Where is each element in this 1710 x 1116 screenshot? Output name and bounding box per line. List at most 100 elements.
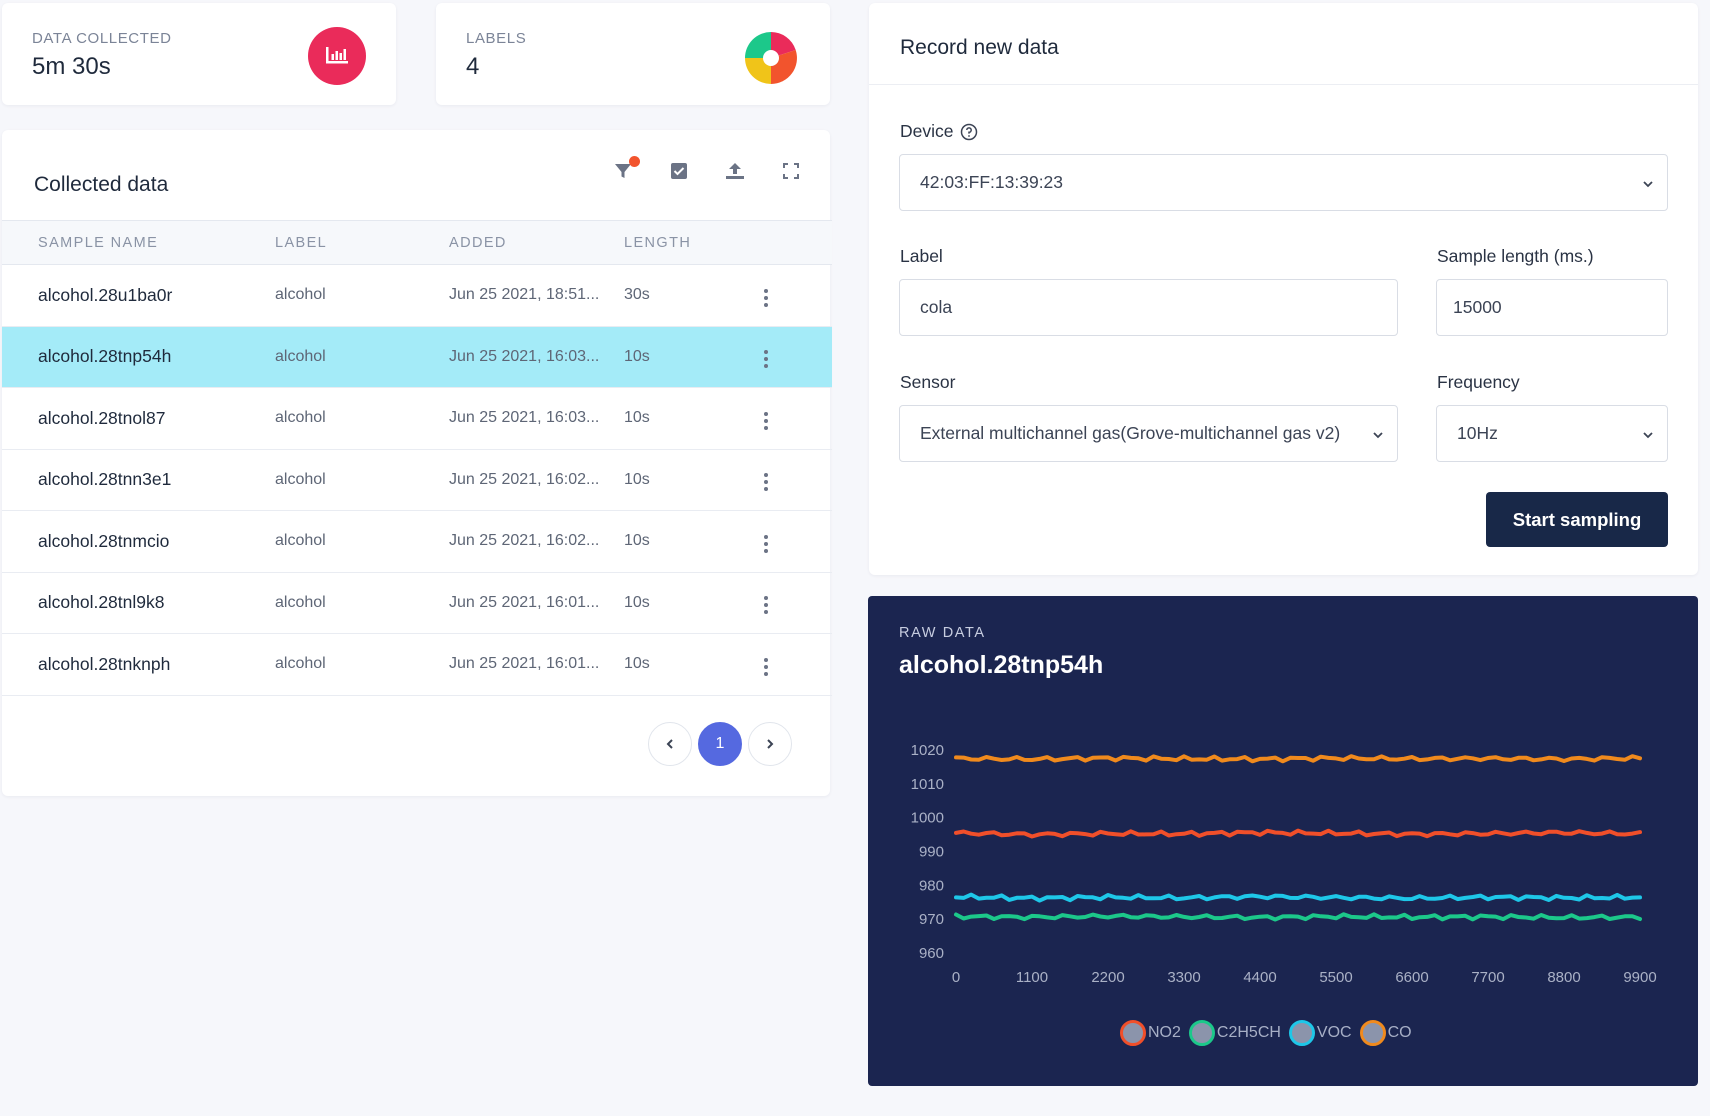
record-title: Record new data xyxy=(900,36,1059,59)
frequency-select[interactable]: 10Hz xyxy=(1436,405,1668,462)
sample-length-input[interactable]: 15000 xyxy=(1436,279,1668,336)
prev-page-button[interactable] xyxy=(648,722,692,766)
column-header-label[interactable]: LABEL xyxy=(275,220,449,265)
x-tick-label: 1100 xyxy=(1016,969,1048,986)
sample-name: alcohol.28tnn3e1 xyxy=(2,449,275,511)
sample-label: alcohol xyxy=(275,387,449,450)
frequency-field-label: Frequency xyxy=(1437,372,1520,392)
y-tick-label: 1000 xyxy=(911,810,944,827)
samples-table: SAMPLE NAME LABEL ADDED LENGTH alcohol.2… xyxy=(2,220,832,696)
x-tick-label: 4400 xyxy=(1243,969,1276,986)
sample-added: Jun 25 2021, 16:02... xyxy=(449,510,624,573)
labels-donut-icon xyxy=(745,32,797,84)
page-button-current[interactable]: 1 xyxy=(698,722,742,766)
table-row[interactable]: alcohol.28tnknph alcohol Jun 25 2021, 16… xyxy=(2,633,832,696)
row-menu-icon[interactable] xyxy=(756,346,776,372)
stat-card-labels: LABELS 4 xyxy=(436,3,830,105)
stat-value: 4 xyxy=(466,53,480,80)
filter-active-dot xyxy=(629,156,640,167)
row-menu-icon[interactable] xyxy=(756,654,776,680)
bar-chart-icon xyxy=(308,27,366,85)
series-line-c2h5ch xyxy=(954,912,1642,922)
sample-name: alcohol.28tnol87 xyxy=(2,387,275,450)
row-menu-icon[interactable] xyxy=(756,408,776,434)
record-panel: Record new data Device 42:03:FF:13:39:23… xyxy=(869,3,1698,575)
help-icon[interactable] xyxy=(960,123,978,141)
table-row[interactable]: alcohol.28tnn3e1 alcohol Jun 25 2021, 16… xyxy=(2,449,832,511)
sample-length: 10s xyxy=(624,510,756,573)
device-select[interactable]: 42:03:FF:13:39:23 xyxy=(899,154,1668,211)
raw-data-title: alcohol.28tnp54h xyxy=(899,651,1104,679)
sensor-select[interactable]: External multichannel gas(Grove-multicha… xyxy=(899,405,1398,462)
table-row[interactable]: alcohol.28tnol87 alcohol Jun 25 2021, 16… xyxy=(2,387,832,450)
select-button[interactable] xyxy=(666,158,692,184)
label-input[interactable]: cola xyxy=(899,279,1398,336)
upload-button[interactable] xyxy=(722,158,748,184)
row-menu-icon[interactable] xyxy=(756,592,776,618)
column-header-actions xyxy=(756,220,832,265)
next-page-button[interactable] xyxy=(748,722,792,766)
expand-button[interactable] xyxy=(778,158,804,184)
row-menu-icon[interactable] xyxy=(756,531,776,557)
stat-label: DATA COLLECTED xyxy=(32,30,172,47)
label-field-label: Label xyxy=(900,246,943,266)
legend-label: C2H5CH xyxy=(1216,1024,1281,1041)
sample-length: 10s xyxy=(624,572,756,634)
column-header-length[interactable]: LENGTH xyxy=(624,220,756,265)
sample-added: Jun 25 2021, 16:01... xyxy=(449,633,624,696)
column-header-added[interactable]: ADDED xyxy=(449,220,624,265)
legend-item-co[interactable]: CO xyxy=(1359,1020,1412,1046)
table-row[interactable]: alcohol.28u1ba0r alcohol Jun 25 2021, 18… xyxy=(2,264,832,327)
collected-data-panel: Collected data xyxy=(2,130,832,796)
y-tick-label: 1020 xyxy=(911,742,944,759)
sample-name: alcohol.28tnl9k8 xyxy=(2,572,275,634)
x-tick-label: 9900 xyxy=(1623,969,1656,986)
upload-icon xyxy=(726,163,744,179)
sample-length: 10s xyxy=(624,326,756,388)
legend-swatch xyxy=(1120,1020,1146,1046)
sample-length: 30s xyxy=(624,264,756,327)
x-tick-label: 0 xyxy=(952,969,960,986)
sample-added: Jun 25 2021, 16:03... xyxy=(449,326,624,388)
sample-label: alcohol xyxy=(275,572,449,634)
x-tick-label: 8800 xyxy=(1547,969,1580,986)
sample-length: 10s xyxy=(624,449,756,511)
x-tick-label: 2200 xyxy=(1091,969,1124,986)
table-row[interactable]: alcohol.28tnl9k8 alcohol Jun 25 2021, 16… xyxy=(2,572,832,634)
column-header-sample-name[interactable]: SAMPLE NAME xyxy=(2,220,275,265)
raw-data-chart: 1020 1010 1000 990 980 970 960 0 1100 2200 3300 440… xyxy=(911,742,1657,986)
sensor-select-value: External multichannel gas(Grove-multicha… xyxy=(920,423,1341,443)
x-tick-label: 3300 xyxy=(1167,969,1200,986)
sample-label: alcohol xyxy=(275,633,449,696)
chevron-down-icon xyxy=(1643,432,1653,439)
raw-data-panel: RAW DATA alcohol.28tnp54h 1020 1010 1000 99… xyxy=(868,596,1698,1086)
sample-name: alcohol.28tnp54h xyxy=(2,326,275,388)
chevron-down-icon xyxy=(1643,181,1653,188)
sample-label: alcohol xyxy=(275,264,449,327)
device-field-label: Device xyxy=(900,121,978,142)
legend-swatch xyxy=(1188,1020,1215,1046)
row-menu-icon[interactable] xyxy=(756,469,776,495)
y-tick-label: 990 xyxy=(919,844,944,861)
legend-item-no2[interactable]: NO2 xyxy=(1120,1020,1181,1046)
legend-label: VOC xyxy=(1316,1024,1352,1041)
record-header: Record new data xyxy=(869,3,1698,85)
chevron-right-icon xyxy=(767,739,774,749)
row-menu-icon[interactable] xyxy=(756,285,776,311)
stat-label: LABELS xyxy=(466,30,527,47)
legend-item-voc[interactable]: VOC xyxy=(1288,1020,1352,1046)
expand-icon xyxy=(783,163,799,179)
sample-label: alcohol xyxy=(275,326,449,388)
filter-button[interactable] xyxy=(610,156,640,184)
legend-item-c2h5ch[interactable]: C2H5CH xyxy=(1188,1020,1281,1046)
sample-added: Jun 25 2021, 16:01... xyxy=(449,572,624,634)
start-sampling-button[interactable]: Start sampling xyxy=(1486,492,1668,547)
sample-label: alcohol xyxy=(275,510,449,573)
sample-added: Jun 25 2021, 18:51... xyxy=(449,264,624,327)
sample-name: alcohol.28tnmcio xyxy=(2,510,275,573)
table-row[interactable]: alcohol.28tnmcio alcohol Jun 25 2021, 16… xyxy=(2,510,832,573)
sample-name: alcohol.28u1ba0r xyxy=(2,264,275,327)
pagination: 1 xyxy=(648,722,792,766)
table-row-selected[interactable]: alcohol.28tnp54h alcohol Jun 25 2021, 16… xyxy=(2,326,832,388)
sample-length-value: 15000 xyxy=(1453,297,1502,317)
